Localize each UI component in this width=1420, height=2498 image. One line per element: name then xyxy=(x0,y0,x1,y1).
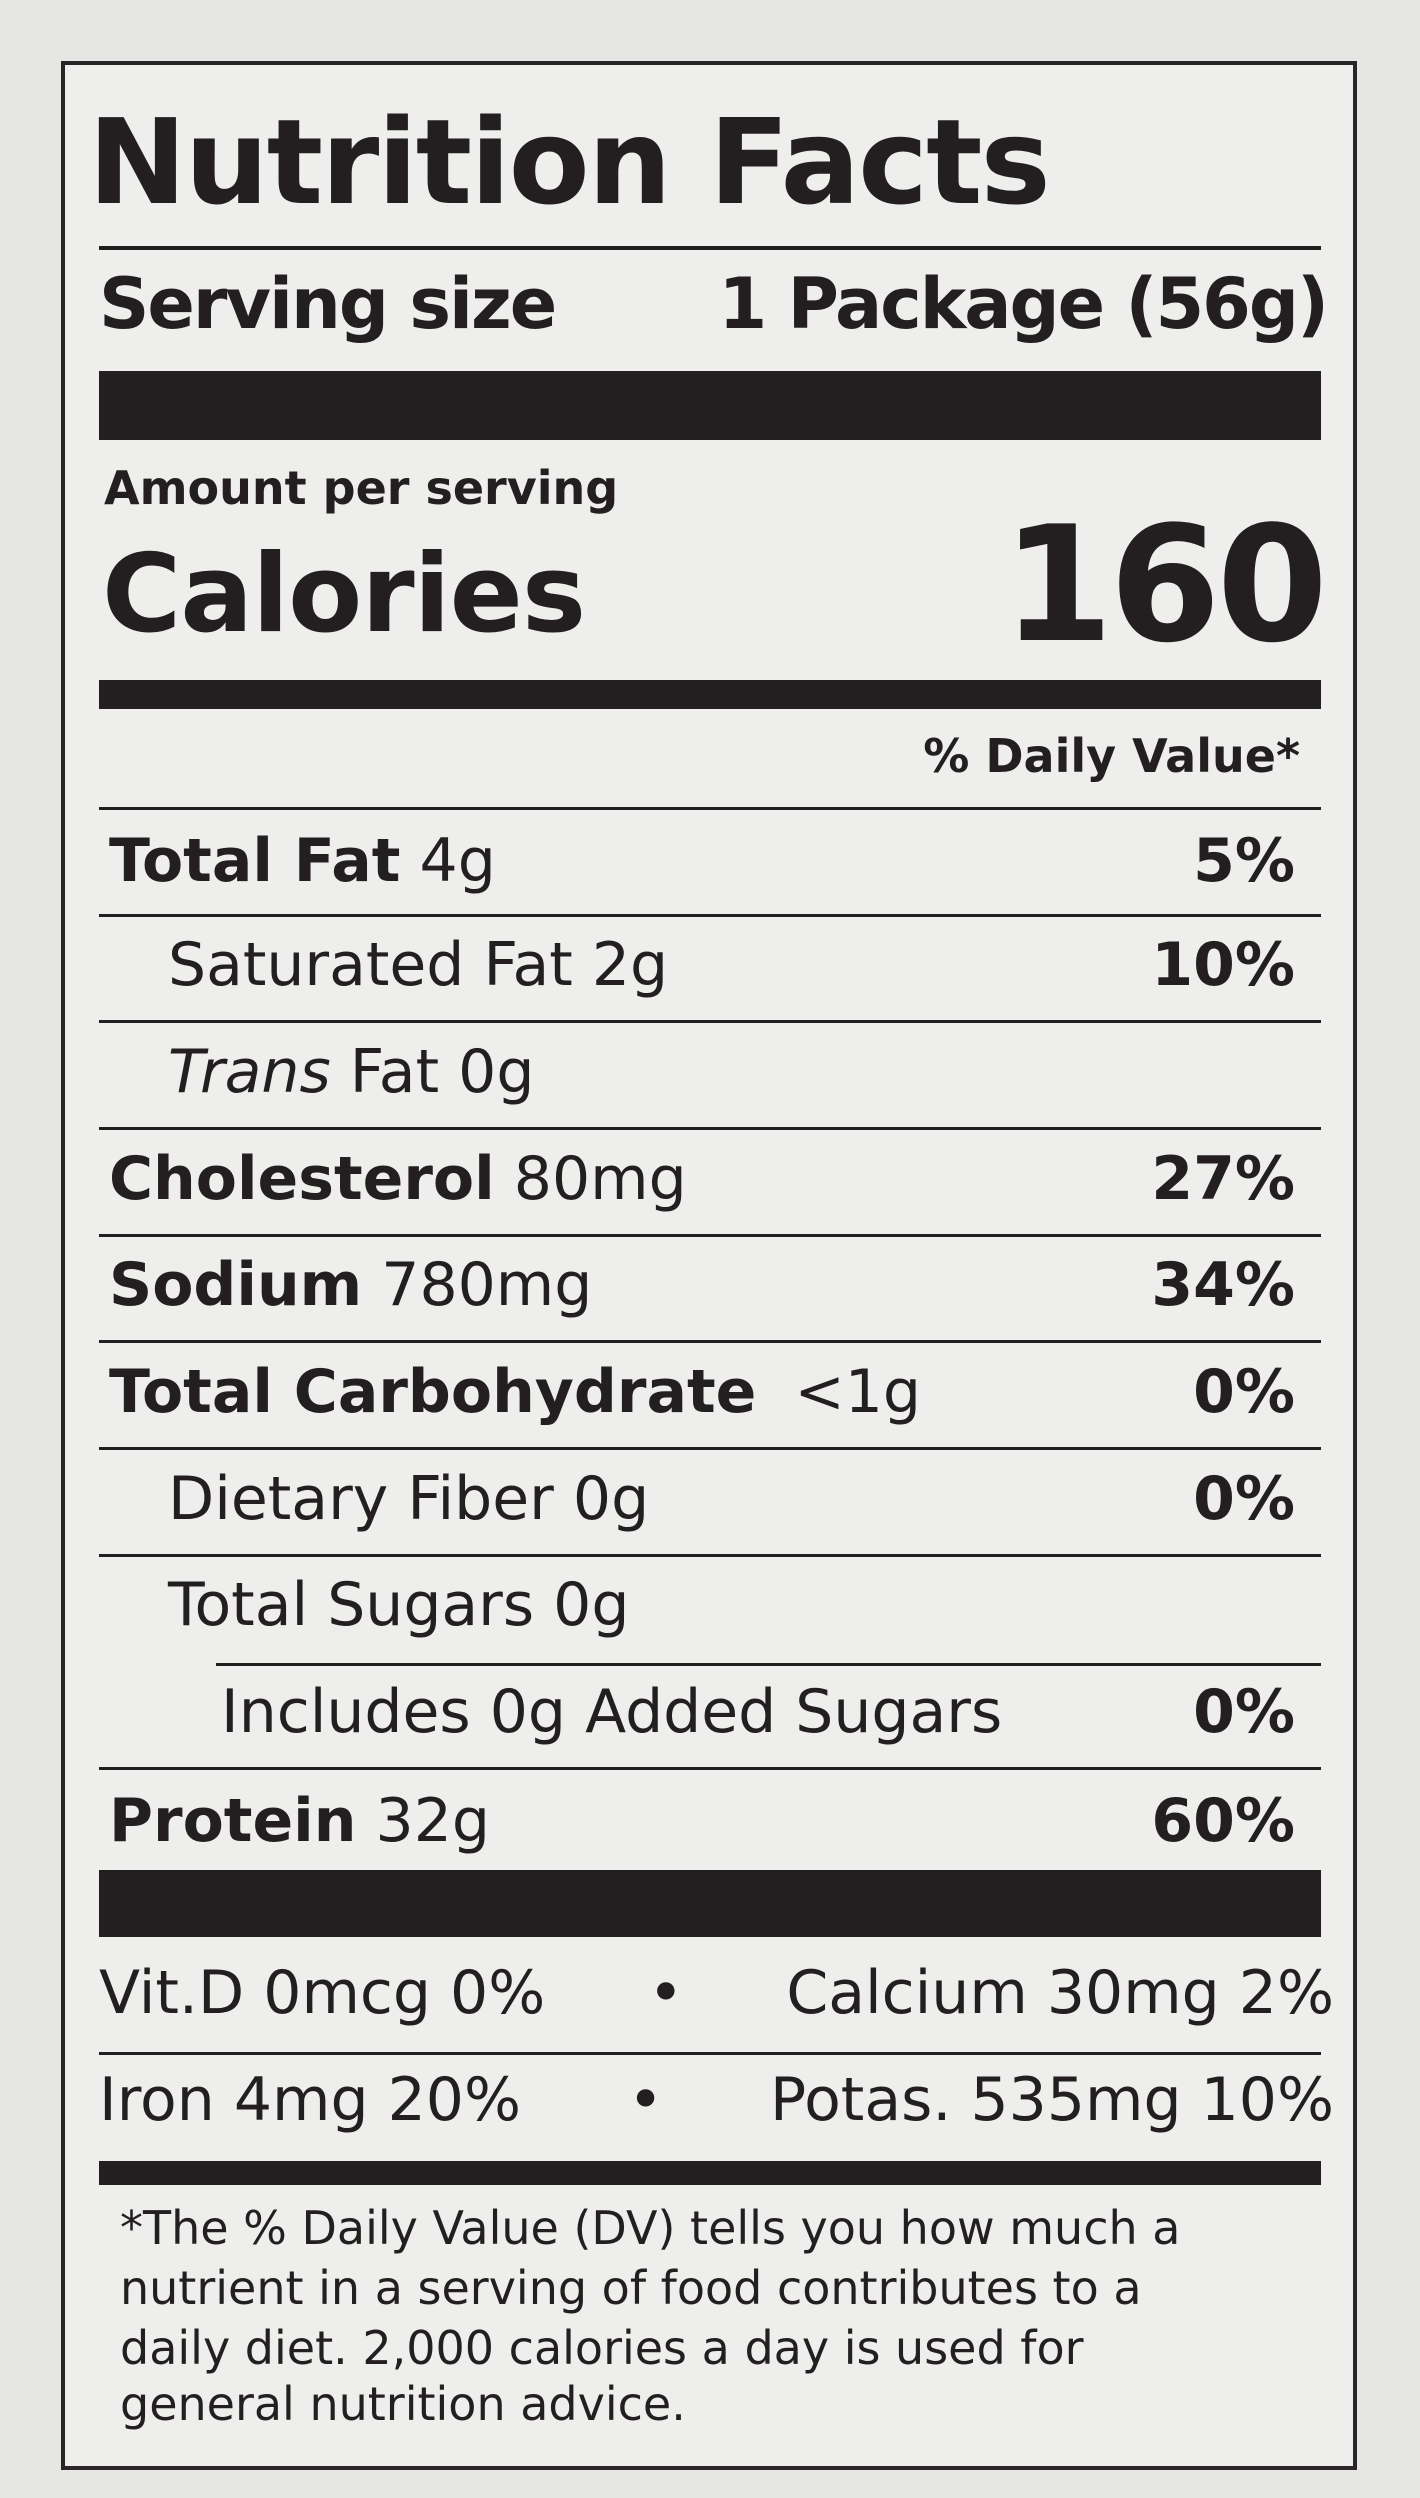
nutrient-row: Total Sugars 0g xyxy=(0,1560,1420,1650)
rule xyxy=(99,1340,1321,1343)
nutrient-name: Cholesterol xyxy=(109,1144,495,1214)
nutrient-amount: 2g xyxy=(591,930,669,1000)
footnote-line: *The % Daily Value (DV) tells you how mu… xyxy=(120,2201,1181,2255)
nutrient-row: Total Fat 4g 5% xyxy=(0,816,1420,906)
nutrient-name: Fat xyxy=(349,1037,440,1107)
nutrient-name: Dietary Fiber xyxy=(168,1464,554,1534)
title: Nutrition Facts xyxy=(88,93,1051,231)
nutrient-name: Protein xyxy=(109,1786,357,1856)
rule xyxy=(99,1234,1321,1237)
rule xyxy=(99,1767,1321,1770)
nutrient-row: Total Carbohydrate <1g 0% xyxy=(0,1347,1420,1437)
rule xyxy=(99,1127,1321,1130)
nutrient-dv: 60% xyxy=(1151,1786,1295,1856)
nutrient-name: Total Fat xyxy=(109,826,401,896)
nutrient-amount: 32g xyxy=(375,1786,490,1856)
nutrient-name: Saturated Fat xyxy=(168,930,573,1000)
calories-label: Calories xyxy=(102,532,586,657)
serving-size-label: Serving size xyxy=(99,263,557,345)
bullet: • xyxy=(627,2065,664,2135)
calories: 160 xyxy=(1002,491,1328,678)
rule xyxy=(99,807,1321,810)
rule xyxy=(99,246,1321,250)
thick-rule xyxy=(99,2161,1321,2185)
footnote-line: daily diet. 2,000 calories a day is used… xyxy=(120,2321,1084,2375)
nutrient-row: Dietary Fiber 0g 0% xyxy=(0,1454,1420,1544)
nutrient-dv: 0% xyxy=(1193,1677,1295,1747)
nutrient-amount: 0g xyxy=(572,1464,650,1534)
daily-value-header: % Daily Value* xyxy=(923,729,1300,783)
nutrient-name: Includes 0g Added Sugars xyxy=(221,1677,1003,1747)
rule xyxy=(99,1554,1321,1557)
nutrient-row: Protein 32g 60% xyxy=(0,1776,1420,1866)
rule xyxy=(99,2052,1321,2055)
nutrient-name-italic: Trans xyxy=(168,1037,331,1107)
thick-rule xyxy=(99,680,1321,709)
nutrient-row: Cholesterol 80mg 27% xyxy=(0,1134,1420,1224)
nutrient-amount: 0g xyxy=(553,1570,630,1640)
mineral: Vit.D 0mcg 0% xyxy=(99,1958,546,2028)
nutrient-row: Sodium 780mg 34% xyxy=(0,1240,1420,1330)
nutrient-amount: 780mg xyxy=(381,1250,593,1320)
label-border xyxy=(61,61,1357,2470)
serving-size: 1 Package (56g) xyxy=(718,263,1329,345)
footnote-line: nutrient in a serving of food contribute… xyxy=(120,2261,1142,2315)
nutrient-name: Total Sugars xyxy=(168,1570,535,1640)
nutrient-amount: 0g xyxy=(458,1037,535,1107)
rule xyxy=(99,914,1321,917)
nutrient-row: Trans Fat 0g xyxy=(0,1027,1420,1117)
bullet: • xyxy=(648,1958,684,2028)
rule xyxy=(99,1447,1321,1450)
rule xyxy=(99,1020,1321,1023)
nutrient-row: Includes 0g Added Sugars 0% xyxy=(0,1667,1420,1757)
nutrient-dv: 34% xyxy=(1151,1250,1295,1320)
nutrient-dv: 5% xyxy=(1193,826,1295,896)
nutrient-dv: 10% xyxy=(1151,930,1295,1000)
mineral-row: Iron 4mg 20% • Potas. 535mg 10% xyxy=(99,2055,1334,2145)
footnote-line: general nutrition advice. xyxy=(120,2377,686,2431)
nutrient-dv: 27% xyxy=(1151,1144,1295,1214)
nutrient-name: Sodium xyxy=(109,1250,363,1320)
nutrient-dv: 0% xyxy=(1193,1357,1295,1427)
nutrient-amount: 4g xyxy=(419,826,496,896)
mineral: Potas. 535mg 10% xyxy=(770,2065,1334,2135)
mineral-row: Vit.D 0mcg 0% • Calcium 30mg 2% xyxy=(99,1948,1334,2038)
thick-rule xyxy=(99,371,1321,440)
thick-rule xyxy=(99,1870,1321,1937)
nutrient-row: Saturated Fat 2g 10% xyxy=(0,920,1420,1010)
rule xyxy=(216,1663,1321,1666)
mineral: Iron 4mg 20% xyxy=(99,2065,521,2135)
mineral: Calcium 30mg 2% xyxy=(786,1958,1334,2028)
nutrient-name: Total Carbohydrate xyxy=(109,1357,757,1427)
nutrient-amount: 80mg xyxy=(513,1144,687,1214)
amount-per-serving: Amount per serving xyxy=(104,461,619,515)
nutrient-dv: 0% xyxy=(1193,1464,1295,1534)
nutrient-amount: <1g xyxy=(794,1357,922,1427)
